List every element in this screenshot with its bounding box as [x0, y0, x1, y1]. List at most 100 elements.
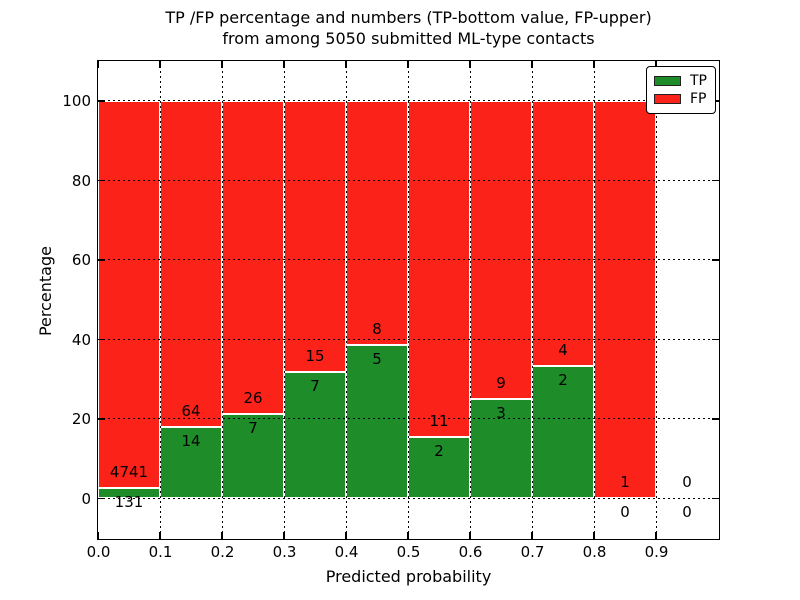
bar-tp-count-label: 7: [248, 418, 258, 437]
bar-fp-count-label: 4741: [109, 462, 149, 481]
y-tick-label: 40: [71, 330, 91, 349]
legend-entry-fp: FP: [654, 92, 708, 106]
x-tick-label: 0.4: [334, 543, 359, 561]
bar-fp-count-label: 0: [682, 473, 692, 492]
bar-fp-segment: [470, 100, 532, 399]
y-tick-mark: [98, 179, 105, 181]
legend-swatch-fp: [654, 94, 681, 105]
x-tick-label: 0.6: [458, 543, 483, 561]
x-tick-mark: [655, 532, 657, 539]
bar-fp-count-label: 4: [558, 340, 568, 359]
bar-fp-count-label: 64: [181, 401, 201, 420]
x-tick-mark-top: [531, 61, 533, 68]
y-tick-mark-right: [712, 259, 719, 261]
bar-tp-segment: [222, 413, 284, 499]
gridline-vertical: [283, 61, 285, 538]
y-tick-mark-right: [712, 497, 719, 499]
bar-fp-count-label: 8: [372, 320, 382, 339]
y-tick-mark: [98, 259, 105, 261]
legend: TP FP: [646, 66, 716, 114]
bar-fp-segment: [222, 100, 284, 414]
y-tick-label: 100: [62, 92, 91, 111]
x-axis-label: Predicted probability: [325, 567, 492, 586]
y-tick-mark-right: [712, 338, 719, 340]
bar-fp-count-label: 15: [305, 346, 325, 365]
gridline-vertical: [407, 61, 409, 538]
x-tick-mark: [159, 532, 161, 539]
bar-fp-segment: [346, 100, 408, 346]
bar-tp-count-label: 131: [114, 492, 144, 511]
bar-fp-segment: [160, 100, 222, 427]
x-tick-label: 0.2: [210, 543, 235, 561]
y-tick-mark-right: [712, 418, 719, 420]
y-tick-label: 20: [71, 410, 91, 429]
bar-fp-segment: [284, 100, 346, 372]
bar-fp-count-label: 26: [243, 388, 263, 407]
x-tick-mark-top: [159, 61, 161, 68]
x-tick-label: 0.3: [272, 543, 297, 561]
bar-tp-count-label: 7: [310, 376, 320, 395]
x-tick-mark-top: [655, 61, 657, 68]
x-tick-mark: [469, 532, 471, 539]
gridline-vertical: [655, 61, 657, 538]
y-tick-mark: [98, 338, 105, 340]
y-axis-label: Percentage: [36, 246, 55, 337]
bar-fp-count-label: 9: [496, 373, 506, 392]
bar-tp-count-label: 0: [682, 503, 692, 522]
y-tick-mark: [98, 497, 105, 499]
x-tick-label: 0.8: [582, 543, 607, 561]
gridline-vertical: [469, 61, 471, 538]
bar-fp-segment: [408, 100, 470, 438]
bar-tp-count-label: 2: [434, 442, 444, 461]
gridline-vertical: [531, 61, 533, 538]
x-tick-label: 0.7: [520, 543, 545, 561]
chart-title-line2: from among 5050 submitted ML-type contac…: [222, 29, 595, 48]
y-tick-mark-right: [712, 179, 719, 181]
x-tick-mark-top: [593, 61, 595, 68]
x-tick-mark: [531, 532, 533, 539]
plot-area: 4741 131 64 14 26 7 15 7 8 5 11 2 9 3 4 2 1 0 0 0: [97, 60, 720, 540]
gridline-horizontal: [98, 179, 718, 181]
legend-swatch-tp: [654, 75, 681, 86]
x-tick-mark-top: [97, 61, 99, 68]
gridline-vertical: [345, 61, 347, 538]
x-tick-mark: [283, 532, 285, 539]
bar-tp-count-label: 5: [372, 350, 382, 369]
x-tick-mark-top: [283, 61, 285, 68]
x-tick-label: 0.1: [148, 543, 173, 561]
bar-fp-count-label: 1: [620, 473, 630, 492]
bar-tp-segment: [408, 437, 470, 499]
x-tick-label: 0.0: [86, 543, 111, 561]
x-tick-mark: [345, 532, 347, 539]
y-tick-label: 60: [71, 251, 91, 270]
bar-tp-segment: [532, 365, 594, 499]
bar-fp-segment: [532, 100, 594, 366]
x-tick-mark: [407, 532, 409, 539]
bar-fp-count-label: 11: [429, 412, 449, 431]
x-tick-label: 0.5: [396, 543, 421, 561]
gridline-vertical: [159, 61, 161, 538]
bar-tp-count-label: 2: [558, 370, 568, 389]
x-tick-label: 0.9: [644, 543, 669, 561]
gridline-horizontal: [98, 497, 718, 499]
x-tick-mark-top: [407, 61, 409, 68]
y-tick-mark: [98, 418, 105, 420]
gridline-vertical: [593, 61, 595, 538]
legend-label-tp: TP: [690, 72, 707, 89]
gridline-horizontal: [98, 259, 718, 261]
bar-tp-count-label: 0: [620, 503, 630, 522]
x-tick-mark-top: [345, 61, 347, 68]
chart-title-line1: TP /FP percentage and numbers (TP-bottom…: [165, 8, 652, 27]
x-tick-mark: [221, 532, 223, 539]
bar-tp-segment: [470, 398, 532, 499]
y-tick-label: 0: [81, 489, 91, 508]
gridline-horizontal: [98, 100, 718, 102]
chart-title: TP /FP percentage and numbers (TP-bottom…: [97, 7, 720, 49]
bar-fp-segment: [98, 100, 160, 488]
gridline-horizontal: [98, 338, 718, 340]
bar-fp-segment: [594, 100, 656, 499]
bar-tp-count-label: 3: [496, 403, 506, 422]
x-tick-mark: [593, 532, 595, 539]
x-tick-mark: [97, 532, 99, 539]
